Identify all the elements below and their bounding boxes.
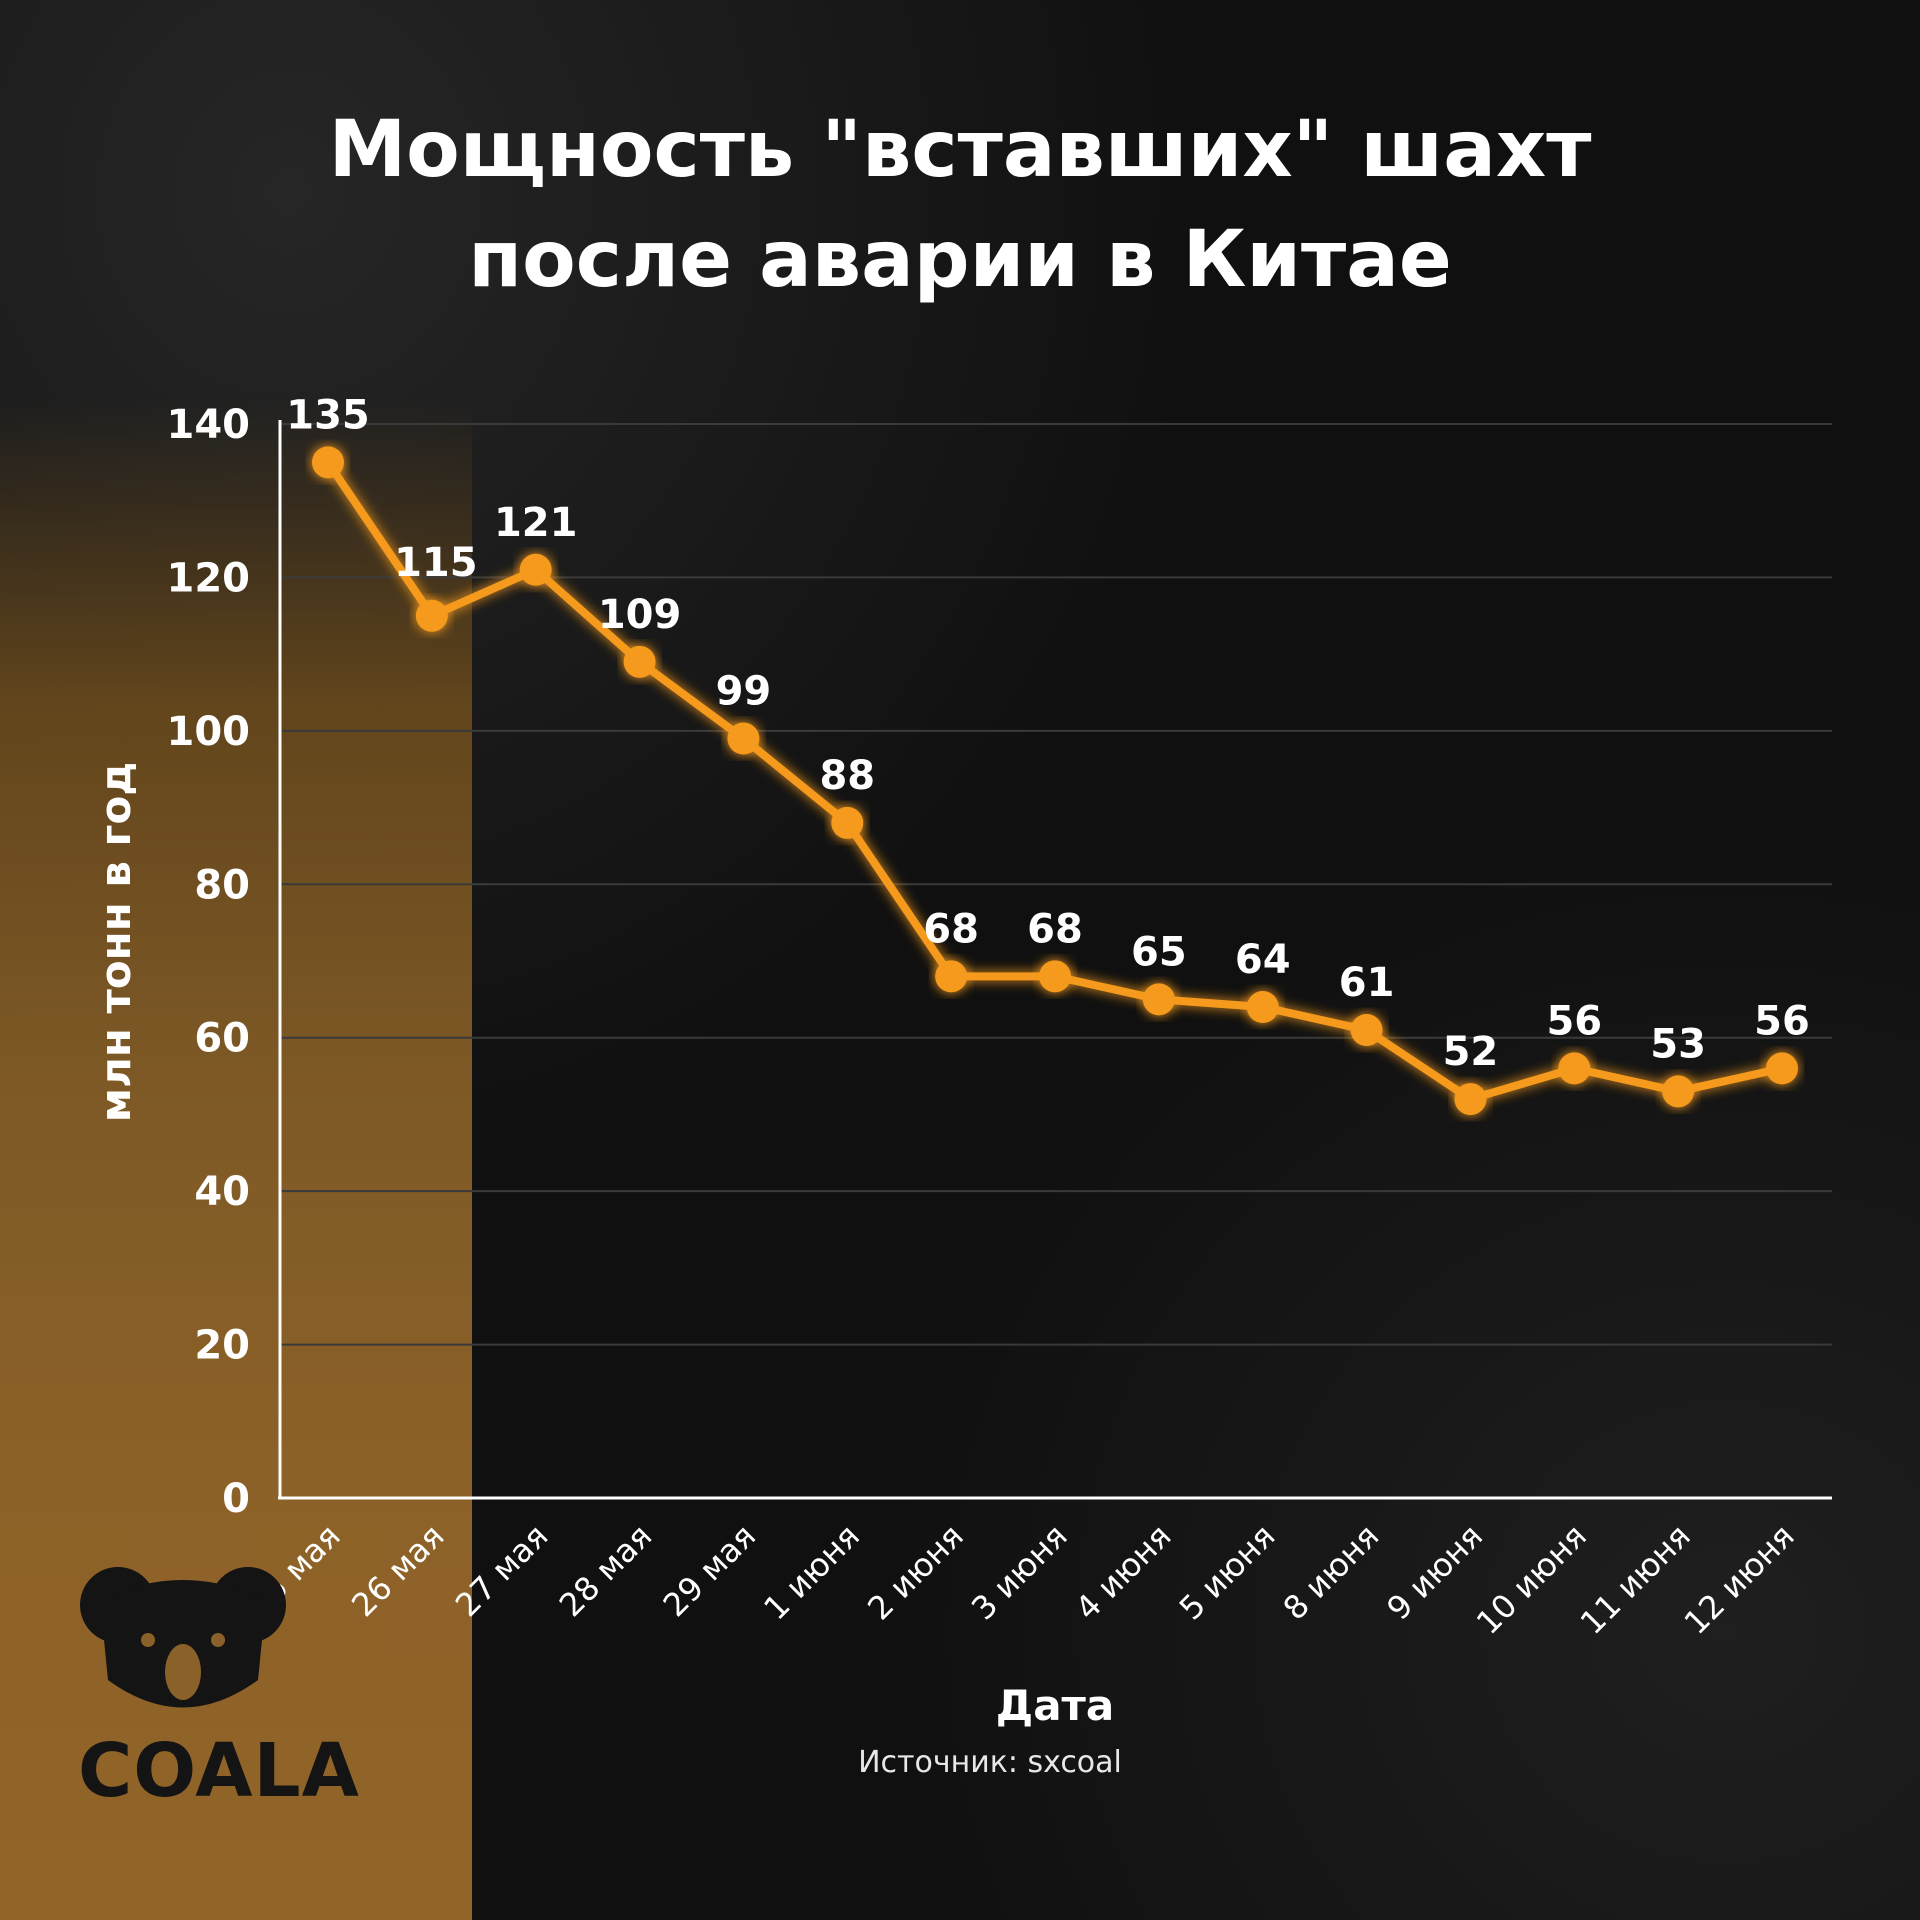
data-label-10: 61 [1339,960,1395,1006]
data-point-14 [1766,1052,1798,1085]
data-label-3: 109 [598,592,682,638]
data-point-5 [831,806,864,839]
y-tick-label-20: 20 [194,1323,250,1369]
logo-text: COALA [78,1728,360,1814]
data-label-9: 64 [1235,937,1291,983]
data-point-7 [1039,960,1071,993]
data-point-4 [727,722,760,755]
data-label-6: 68 [923,906,979,952]
data-point-2 [519,553,552,586]
data-label-1: 115 [394,540,478,586]
data-point-0 [312,446,344,479]
x-tick-label-10: 8 июня [1276,1517,1387,1628]
data-label-14: 56 [1754,998,1810,1044]
x-tick-label-6: 2 июня [860,1517,971,1628]
data-label-4: 99 [716,669,772,715]
data-labels: 135 115 121 109 99 88 68 68 65 64 61 52 56 53 56 [286,392,1810,1075]
x-tick-label-1: 26 мая [344,1517,451,1624]
x-axis-label: Дата [996,1681,1114,1730]
y-tick-label-120: 120 [167,555,251,601]
y-tick-label-0: 0 [222,1476,250,1522]
data-label-8: 65 [1131,929,1187,975]
data-point-13 [1662,1075,1695,1108]
data-label-11: 52 [1443,1029,1499,1075]
data-point-8 [1142,983,1175,1016]
x-tick-label-3: 28 мая [552,1517,659,1624]
data-label-12: 56 [1546,998,1602,1044]
data-label-7: 68 [1027,906,1083,952]
coala-logo: COALA [78,1560,360,1820]
data-point-12 [1558,1052,1591,1085]
y-tick-label-40: 40 [194,1169,250,1215]
gridlines [280,423,1832,1346]
data-point-3 [623,645,656,678]
x-tick-label-8: 4 июня [1068,1517,1179,1628]
x-tick-label-14: 12 июня [1677,1517,1802,1642]
koala-icon [80,1567,286,1708]
data-label-0: 135 [286,392,370,438]
y-tick-label-60: 60 [194,1016,250,1062]
x-tick-label-5: 1 июня [756,1517,867,1628]
y-axis-ticks: 0 20 40 60 80 100 120 140 [167,402,251,1522]
data-label-13: 53 [1650,1021,1706,1067]
y-axis-label: млн тонн в год [91,762,140,1123]
data-label-2: 121 [494,500,578,546]
source-note: Источник: sxcoal [858,1745,1122,1780]
x-tick-label-7: 3 июня [964,1517,1075,1628]
title-line-2: после аварии в Китае [468,215,1452,305]
data-point-10 [1350,1014,1383,1047]
x-tick-label-2: 27 мая [448,1517,555,1624]
data-label-5: 88 [819,753,875,799]
x-tick-label-12: 10 июня [1469,1517,1594,1642]
x-tick-label-9: 5 июня [1172,1517,1283,1628]
x-tick-label-4: 29 мая [656,1517,763,1624]
y-tick-label-80: 80 [194,862,250,908]
x-tick-label-13: 11 июня [1573,1517,1698,1642]
y-tick-label-140: 140 [167,402,251,448]
chart-title: Мощность "вставших" шахт после аварии в … [0,95,1920,315]
data-point-1 [415,599,448,632]
title-line-1: Мощность "вставших" шахт [328,105,1592,195]
data-point-6 [935,960,968,993]
data-point-11 [1454,1083,1487,1116]
y-tick-label-100: 100 [167,709,251,755]
data-points [312,446,1798,1116]
data-point-9 [1246,991,1279,1024]
